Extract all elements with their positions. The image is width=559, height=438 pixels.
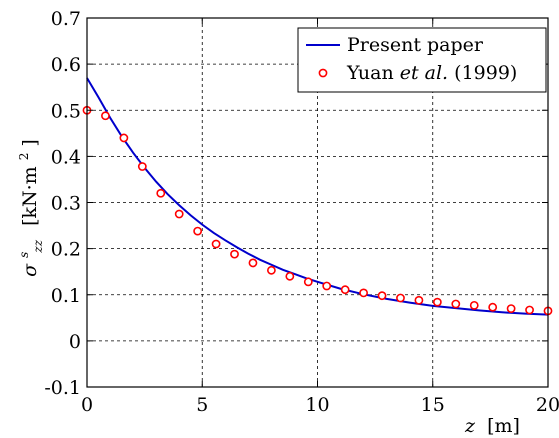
x-axis-label: z [m]: [464, 415, 520, 437]
y-tick-labels: -0.1 0 0.1 0.2 0.3 0.4 0.5 0.6 0.7: [44, 8, 81, 399]
y-axis-variable-sup: s: [17, 252, 31, 258]
x-axis-variable: z: [464, 415, 476, 437]
yuan-data-point: [303, 277, 313, 287]
yuan-data-point: [414, 295, 424, 305]
legend-label-yuan-prefix: Yuan: [346, 62, 400, 84]
y-tick-label: 0.1: [51, 285, 81, 307]
y-tick-label: 0.5: [51, 100, 81, 122]
yuan-data-point: [377, 291, 387, 301]
yuan-data-point: [137, 162, 147, 171]
legend-label-yuan: Yuan et al. (1999): [346, 62, 517, 84]
yuan-data-point: [248, 258, 258, 268]
present-paper-line: [86, 77, 549, 316]
x-tick-label: 20: [536, 394, 559, 416]
yuan-data-point: [525, 305, 534, 315]
y-tick-label: 0.3: [51, 193, 81, 215]
yuan-data-point: [230, 249, 239, 259]
legend-label-yuan-etal: et al.: [400, 62, 448, 84]
y-axis-unit: [kN·m: [19, 166, 41, 226]
yuan-data-point: [432, 297, 442, 307]
x-tick-labels: 0 5 10 15 20: [81, 394, 559, 416]
yuan-data-point: [101, 111, 110, 121]
legend-marker-swatch: [318, 68, 328, 78]
y-axis-variable: σ: [19, 263, 41, 277]
x-tick-label: 10: [305, 394, 329, 416]
legend: Present paper Yuan et al. (1999): [297, 27, 547, 93]
y-tick-label: -0.1: [44, 377, 81, 399]
x-tick-label: 0: [81, 394, 93, 416]
x-tick-label: 5: [196, 394, 208, 416]
y-tick-label: 0: [69, 331, 81, 353]
x-axis-unit: [m]: [487, 415, 520, 437]
yuan-data-point: [322, 281, 332, 291]
yuan-data-point: [359, 288, 368, 298]
scatter-series-layer: [82, 105, 553, 316]
yuan-data-point: [193, 226, 203, 236]
legend-label-present-paper: Present paper: [347, 34, 484, 56]
yuan-data-point: [156, 188, 166, 198]
legend-box: [297, 27, 547, 93]
yuan-data-point: [266, 265, 276, 275]
y-tick-label: 0.7: [51, 8, 81, 30]
line-series-layer: [86, 77, 549, 316]
yuan-data-point: [488, 302, 498, 312]
yuan-data-point: [451, 299, 461, 309]
yuan-data-point: [119, 133, 129, 143]
yuan-data-point: [506, 304, 516, 313]
y-axis-unit-sup: 2: [17, 153, 31, 161]
axis-ticks: [86, 17, 549, 388]
yuan-data-point: [174, 209, 184, 219]
y-axis-label: σ s zz [kN·m 2 ]: [11, 139, 47, 277]
yuan-data-point: [396, 293, 405, 303]
x-tick-label: 15: [421, 394, 445, 416]
yuan-data-point: [211, 239, 221, 249]
y-axis-unit-close: ]: [19, 139, 41, 146]
yuan-data-point: [340, 285, 350, 295]
y-axis-variable-sub: zz: [31, 239, 45, 253]
yuan-data-point: [469, 300, 479, 310]
yuan-data-point: [285, 271, 295, 281]
y-tick-label: 0.4: [51, 146, 81, 168]
y-tick-label: 0.2: [51, 239, 81, 261]
legend-label-yuan-year: (1999): [454, 62, 517, 84]
y-tick-label: 0.6: [51, 54, 81, 76]
